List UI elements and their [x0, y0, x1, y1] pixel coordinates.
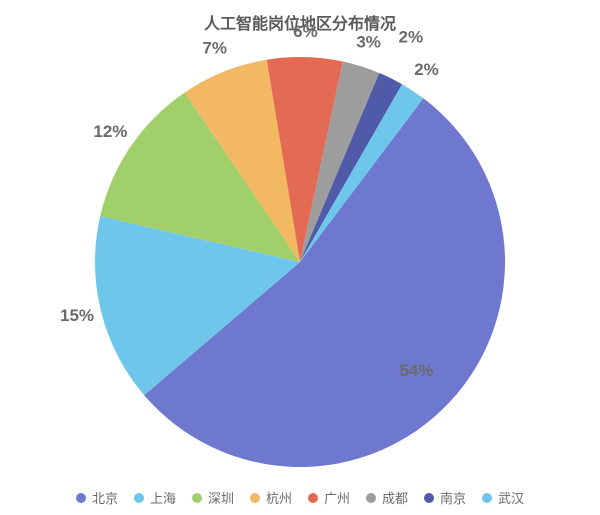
slice-label: 2%	[414, 60, 439, 79]
pie-svg: 54%15%12%7%6%3%2%2%	[50, 42, 550, 472]
legend-swatch	[250, 493, 260, 503]
legend-swatch	[76, 493, 86, 503]
legend-label: 深圳	[208, 488, 234, 507]
legend-swatch	[134, 493, 144, 503]
legend-item: 上海	[134, 488, 176, 507]
legend-item: 武汉	[482, 488, 524, 507]
legend-label: 北京	[92, 488, 118, 507]
pie-chart-container: 人工智能岗位地区分布情况 54%15%12%7%6%3%2%2% 北京上海深圳杭…	[0, 0, 600, 515]
legend-item: 杭州	[250, 488, 292, 507]
slice-label: 7%	[202, 38, 227, 57]
legend-label: 南京	[440, 488, 466, 507]
legend-item: 南京	[424, 488, 466, 507]
slice-label: 6%	[293, 22, 318, 41]
legend-label: 武汉	[498, 488, 524, 507]
pie-area: 54%15%12%7%6%3%2%2%	[50, 42, 550, 472]
legend-item: 成都	[366, 488, 408, 507]
legend-label: 成都	[382, 488, 408, 507]
slice-label: 3%	[356, 32, 381, 51]
legend-swatch	[482, 493, 492, 503]
slice-label: 15%	[60, 306, 94, 325]
slice-label: 12%	[93, 122, 127, 141]
slice-label: 2%	[399, 27, 424, 46]
legend-swatch	[424, 493, 434, 503]
legend-label: 广州	[324, 488, 350, 507]
legend: 北京 上海 深圳 杭州 广州 成都 南京 武汉	[0, 488, 600, 507]
legend-label: 上海	[150, 488, 176, 507]
legend-swatch	[308, 493, 318, 503]
legend-item: 深圳	[192, 488, 234, 507]
slice-label: 54%	[399, 361, 433, 380]
legend-label: 杭州	[266, 488, 292, 507]
legend-item: 北京	[76, 488, 118, 507]
legend-swatch	[192, 493, 202, 503]
legend-item: 广州	[308, 488, 350, 507]
legend-swatch	[366, 493, 376, 503]
